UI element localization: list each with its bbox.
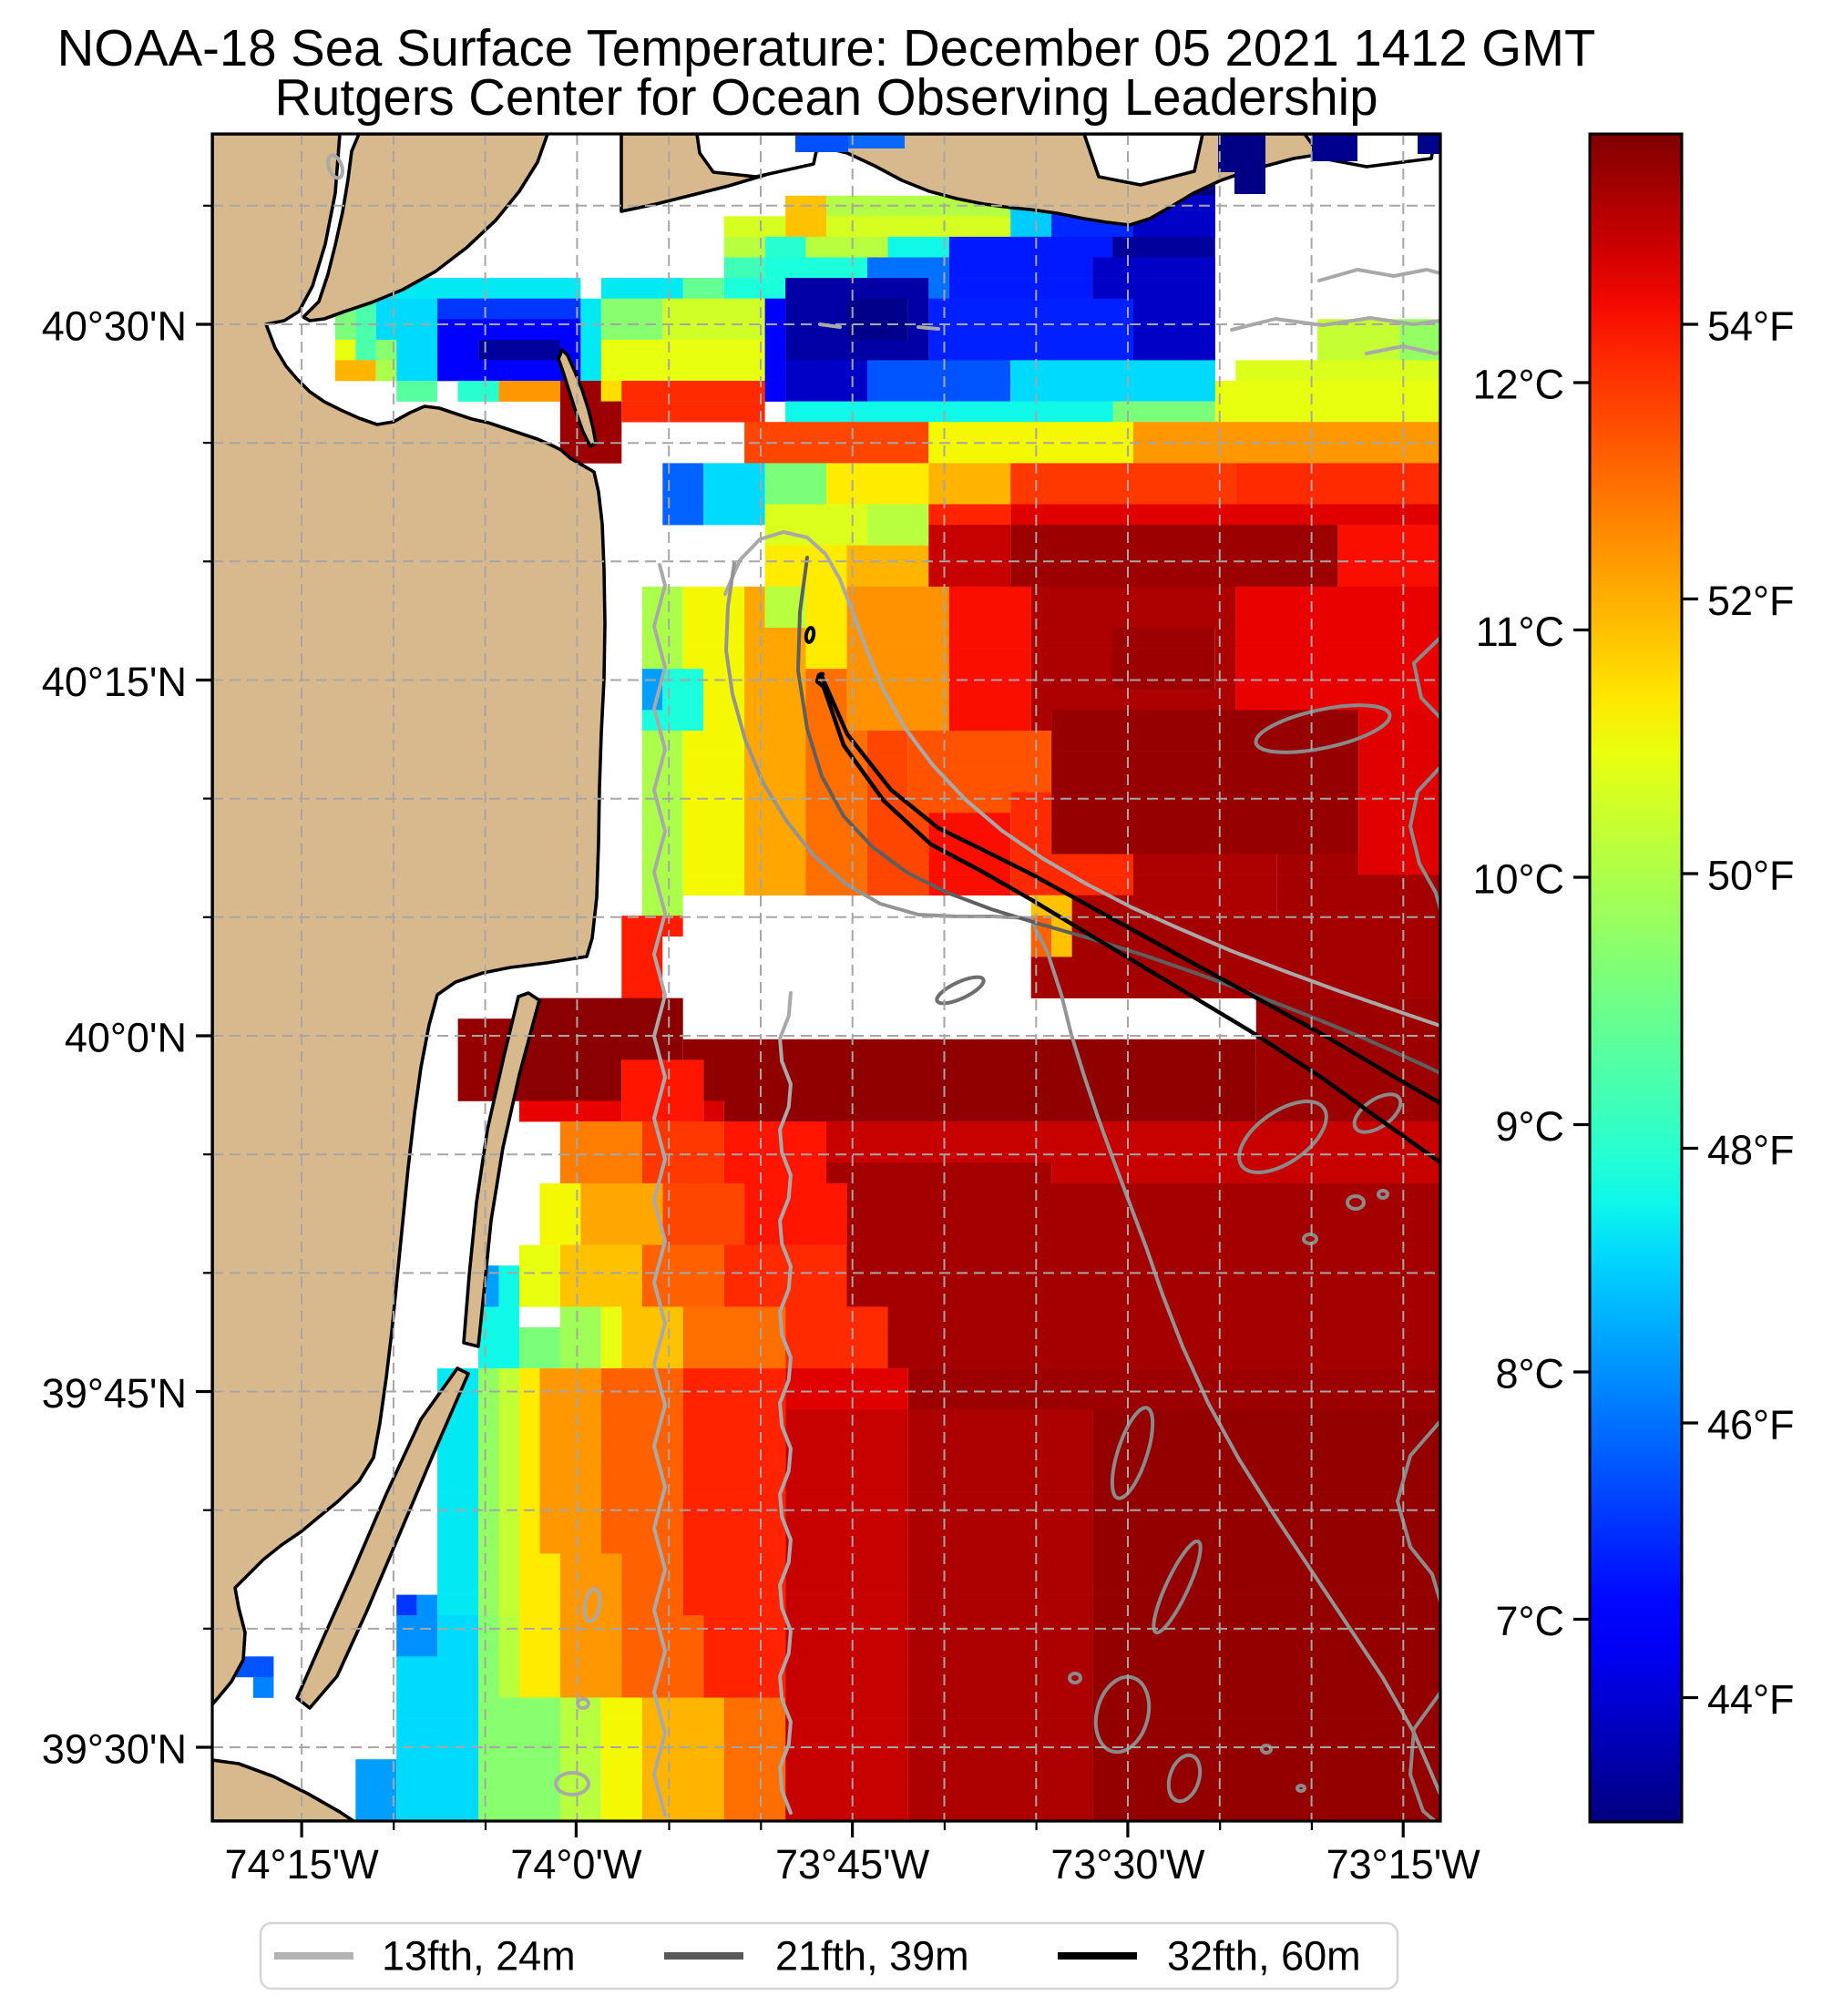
- svg-text:73°15'W: 73°15'W: [1326, 1841, 1481, 1888]
- svg-text:Rutgers Center for Ocean Obser: Rutgers Center for Ocean Observing Leade…: [274, 68, 1377, 126]
- svg-text:21fth, 39m: 21fth, 39m: [775, 1933, 969, 1980]
- svg-text:73°30'W: 73°30'W: [1050, 1841, 1205, 1888]
- svg-text:40°0'N: 40°0'N: [65, 1015, 187, 1061]
- svg-text:48°F: 48°F: [1707, 1127, 1795, 1173]
- svg-text:8°C: 8°C: [1495, 1351, 1564, 1397]
- svg-text:13fth, 24m: 13fth, 24m: [382, 1933, 576, 1980]
- svg-text:74°15'W: 74°15'W: [225, 1841, 380, 1888]
- svg-text:7°C: 7°C: [1495, 1598, 1564, 1644]
- svg-text:52°F: 52°F: [1707, 578, 1795, 624]
- svg-text:9°C: 9°C: [1495, 1103, 1564, 1150]
- svg-text:54°F: 54°F: [1707, 303, 1795, 350]
- svg-text:12°C: 12°C: [1472, 362, 1564, 408]
- svg-text:39°30'N: 39°30'N: [42, 1726, 187, 1773]
- svg-text:50°F: 50°F: [1707, 853, 1795, 899]
- svg-text:73°45'W: 73°45'W: [775, 1841, 930, 1888]
- svg-text:32fth, 60m: 32fth, 60m: [1167, 1933, 1361, 1980]
- svg-text:40°15'N: 40°15'N: [42, 659, 187, 705]
- svg-text:NOAA-18 Sea Surface Temperatur: NOAA-18 Sea Surface Temperature: Decembe…: [57, 19, 1596, 77]
- svg-text:44°F: 44°F: [1707, 1676, 1795, 1723]
- svg-text:74°0'W: 74°0'W: [510, 1841, 642, 1888]
- svg-text:39°45'N: 39°45'N: [42, 1370, 187, 1417]
- svg-text:40°30'N: 40°30'N: [42, 303, 187, 350]
- svg-text:46°F: 46°F: [1707, 1402, 1795, 1448]
- svg-text:10°C: 10°C: [1472, 856, 1564, 903]
- svg-text:11°C: 11°C: [1476, 609, 1564, 655]
